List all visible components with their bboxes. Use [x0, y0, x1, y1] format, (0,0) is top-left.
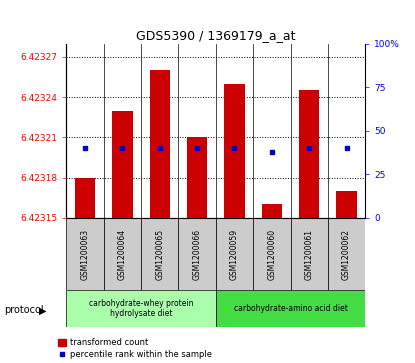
Text: GSM1200059: GSM1200059 [230, 229, 239, 280]
Title: GDS5390 / 1369179_a_at: GDS5390 / 1369179_a_at [136, 29, 295, 42]
Bar [299, 90, 320, 218]
Legend: transformed count, percentile rank within the sample: transformed count, percentile rank withi… [58, 338, 212, 359]
Bar [216, 290, 365, 327]
Text: GSM1200066: GSM1200066 [193, 229, 202, 280]
Bar [66, 290, 216, 327]
Bar [336, 191, 357, 218]
Bar [141, 218, 178, 290]
Bar [253, 218, 290, 290]
Bar [149, 70, 170, 218]
Bar [216, 218, 253, 290]
Bar [104, 218, 141, 290]
Bar [328, 218, 365, 290]
Text: GSM1200060: GSM1200060 [267, 229, 276, 280]
Bar [224, 84, 245, 218]
Text: GSM1200063: GSM1200063 [81, 229, 90, 280]
Bar [66, 218, 104, 290]
Text: ▶: ▶ [39, 305, 47, 315]
Text: GSM1200062: GSM1200062 [342, 229, 351, 280]
Bar [112, 111, 133, 218]
Text: GSM1200061: GSM1200061 [305, 229, 314, 280]
Bar [178, 218, 216, 290]
Bar [290, 218, 328, 290]
Bar [187, 137, 208, 218]
Text: GSM1200065: GSM1200065 [155, 229, 164, 280]
Text: carbohydrate-whey protein
hydrolysate diet: carbohydrate-whey protein hydrolysate di… [89, 299, 193, 318]
Bar [261, 204, 282, 218]
Text: protocol: protocol [4, 305, 44, 315]
Bar [75, 178, 95, 218]
Text: GSM1200064: GSM1200064 [118, 229, 127, 280]
Text: carbohydrate-amino acid diet: carbohydrate-amino acid diet [234, 304, 347, 313]
